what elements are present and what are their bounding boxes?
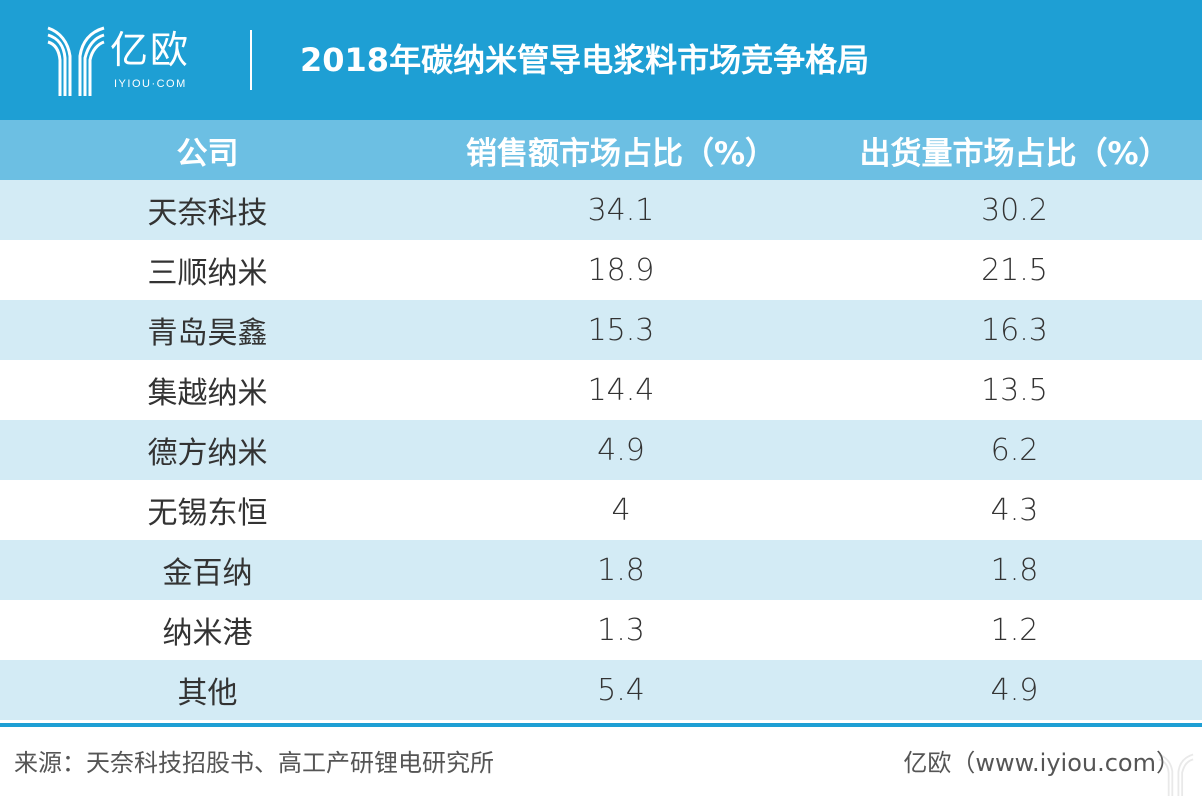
table-row: 青岛昊鑫 15.3 16.3 (0, 300, 1202, 360)
company-cell: 集越纳米 (0, 360, 415, 420)
page-title: 2018年碳纳米管导电浆料市场竞争格局 (300, 41, 870, 79)
table-row: 纳米港 1.3 1.2 (0, 600, 1202, 660)
table-row: 其他 5.4 4.9 (0, 660, 1202, 720)
company-cell: 天奈科技 (0, 180, 415, 240)
shipment-share-cell: 1.2 (827, 600, 1202, 660)
sales-share-cell: 1.3 (415, 600, 827, 660)
table-header-row: 公司 销售额市场占比（%） 出货量市场占比（%） (0, 120, 1202, 180)
table-row: 无锡东恒 4 4.3 (0, 480, 1202, 540)
shipment-share-cell: 4.3 (827, 480, 1202, 540)
company-cell: 三顺纳米 (0, 240, 415, 300)
column-header-sales-share: 销售额市场占比（%） (415, 120, 827, 180)
yiou-logo: 亿欧 IYIOU·COM (46, 24, 216, 96)
company-cell: 纳米港 (0, 600, 415, 660)
shipment-share-cell: 21.5 (827, 240, 1202, 300)
logo-name-cn: 亿欧 (110, 28, 191, 72)
credit-note: 亿欧（www.iyiou.com） (903, 749, 1180, 777)
sales-share-cell: 1.8 (415, 540, 827, 600)
sales-share-cell: 4 (415, 480, 827, 540)
title-banner: 亿欧 IYIOU·COM 2018年碳纳米管导电浆料市场竞争格局 (0, 0, 1202, 120)
company-cell: 金百纳 (0, 540, 415, 600)
company-cell: 其他 (0, 660, 415, 720)
yiou-y-logo-icon (47, 26, 105, 96)
table-row: 金百纳 1.8 1.8 (0, 540, 1202, 600)
shipment-share-cell: 30.2 (827, 180, 1202, 240)
column-header-shipment-share: 出货量市场占比（%） (827, 120, 1202, 180)
shipment-share-cell: 4.9 (827, 660, 1202, 720)
company-cell: 青岛昊鑫 (0, 300, 415, 360)
header-divider (250, 30, 252, 90)
table-row: 天奈科技 34.1 30.2 (0, 180, 1202, 240)
shipment-share-cell: 16.3 (827, 300, 1202, 360)
sales-share-cell: 14.4 (415, 360, 827, 420)
source-note: 来源：天奈科技招股书、高工产研锂电研究所 (14, 749, 494, 777)
yiou-watermark-icon (1158, 753, 1194, 796)
market-share-table: 公司 销售额市场占比（%） 出货量市场占比（%） 天奈科技 34.1 30.2 … (0, 120, 1202, 720)
table-row: 三顺纳米 18.9 21.5 (0, 240, 1202, 300)
shipment-share-cell: 13.5 (827, 360, 1202, 420)
sales-share-cell: 4.9 (415, 420, 827, 480)
sales-share-cell: 5.4 (415, 660, 827, 720)
sales-share-cell: 18.9 (415, 240, 827, 300)
company-cell: 无锡东恒 (0, 480, 415, 540)
column-header-company: 公司 (0, 120, 415, 180)
company-cell: 德方纳米 (0, 420, 415, 480)
sales-share-cell: 15.3 (415, 300, 827, 360)
table-row: 德方纳米 4.9 6.2 (0, 420, 1202, 480)
logo-name-en: IYIOU·COM (114, 78, 187, 90)
shipment-share-cell: 1.8 (827, 540, 1202, 600)
table-row: 集越纳米 14.4 13.5 (0, 360, 1202, 420)
table-bottom-rule (0, 723, 1202, 727)
sales-share-cell: 34.1 (415, 180, 827, 240)
shipment-share-cell: 6.2 (827, 420, 1202, 480)
